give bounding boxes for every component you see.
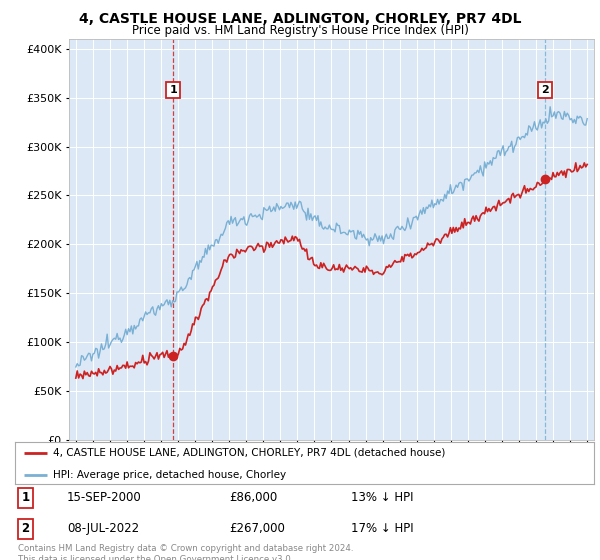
Text: Price paid vs. HM Land Registry's House Price Index (HPI): Price paid vs. HM Land Registry's House … (131, 24, 469, 37)
Text: 15-SEP-2000: 15-SEP-2000 (67, 491, 142, 505)
Text: 17% ↓ HPI: 17% ↓ HPI (351, 522, 413, 535)
Text: 08-JUL-2022: 08-JUL-2022 (67, 522, 139, 535)
Text: 2: 2 (22, 522, 29, 535)
Text: 2: 2 (541, 85, 549, 95)
Text: 1: 1 (22, 491, 29, 505)
Text: £86,000: £86,000 (229, 491, 277, 505)
Text: £267,000: £267,000 (229, 522, 285, 535)
Text: 4, CASTLE HOUSE LANE, ADLINGTON, CHORLEY, PR7 4DL (detached house): 4, CASTLE HOUSE LANE, ADLINGTON, CHORLEY… (53, 448, 445, 458)
Text: 1: 1 (169, 85, 177, 95)
Text: HPI: Average price, detached house, Chorley: HPI: Average price, detached house, Chor… (53, 470, 286, 480)
Text: 13% ↓ HPI: 13% ↓ HPI (351, 491, 413, 505)
Text: 4, CASTLE HOUSE LANE, ADLINGTON, CHORLEY, PR7 4DL: 4, CASTLE HOUSE LANE, ADLINGTON, CHORLEY… (79, 12, 521, 26)
Text: Contains HM Land Registry data © Crown copyright and database right 2024.
This d: Contains HM Land Registry data © Crown c… (18, 544, 353, 560)
